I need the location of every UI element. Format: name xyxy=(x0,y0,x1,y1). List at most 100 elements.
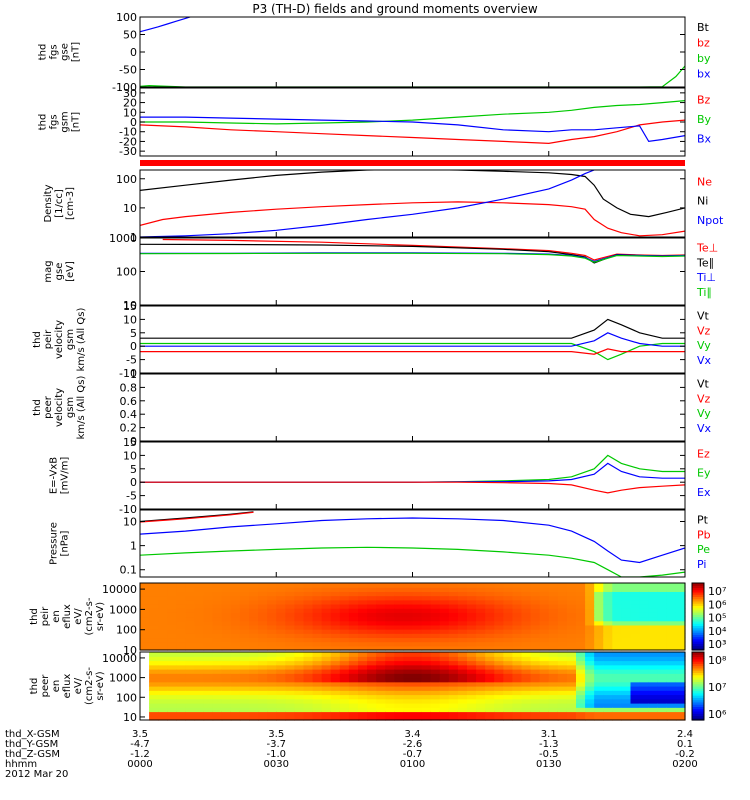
spectrogram-cell xyxy=(503,583,514,588)
spectrogram-cell xyxy=(249,645,259,651)
spectrogram-cell xyxy=(212,637,223,643)
series-pressure-Pb xyxy=(140,511,254,523)
spectrogram-cell xyxy=(412,641,423,647)
spectrogram-cell xyxy=(285,633,296,639)
spectrogram-cell xyxy=(421,599,432,605)
spectrogram-cell xyxy=(167,612,177,618)
spectrogram-cell xyxy=(358,620,368,626)
spectrogram-cell xyxy=(585,664,595,670)
spectrogram-cell xyxy=(221,599,232,605)
spectrogram-cell xyxy=(194,641,205,647)
spectrogram-cell xyxy=(158,660,168,666)
spectrogram-cell xyxy=(185,624,196,630)
spectrogram-cell xyxy=(585,686,595,691)
y-axis-label: gsm xyxy=(65,329,76,350)
spectrogram-cell xyxy=(494,681,504,687)
colorbar-cell xyxy=(692,699,704,703)
spectrogram-cell xyxy=(203,673,214,679)
spectrogram-cell xyxy=(476,612,486,618)
spectrogram-cell xyxy=(412,660,423,666)
spectrogram-cell xyxy=(276,677,286,683)
spectrogram-cell xyxy=(512,645,523,651)
spectrogram-cell xyxy=(239,587,250,592)
spectrogram-cell xyxy=(557,673,568,679)
spectrogram-cell xyxy=(521,690,532,696)
spectrogram-cell xyxy=(230,641,241,647)
spectrogram-cell xyxy=(330,587,341,592)
y-tick-label: 0 xyxy=(130,340,137,353)
spectrogram-cell xyxy=(657,616,668,622)
spectrogram-cell xyxy=(485,673,495,679)
spectrogram-cell xyxy=(639,599,650,605)
spectrogram-cell xyxy=(557,583,568,588)
spectrogram-cell xyxy=(530,652,541,657)
spectrogram-cell xyxy=(639,656,650,662)
spectrogram-cell xyxy=(294,703,305,708)
spectrogram-cell xyxy=(630,686,641,691)
colorbar-cell xyxy=(692,679,704,683)
spectrogram-cell xyxy=(503,645,514,651)
spectrogram-cell xyxy=(539,669,550,674)
spectrogram-cell xyxy=(149,612,159,618)
y-axis-label: velocity xyxy=(54,320,65,359)
spectrogram-cell xyxy=(630,660,641,666)
spectrogram-cell xyxy=(639,591,650,597)
spectrogram-cell xyxy=(430,698,441,704)
spectrogram-cell xyxy=(149,690,159,696)
x-tick-label: 0100 xyxy=(400,759,425,770)
spectrogram-cell xyxy=(512,690,523,696)
spectrogram-cell xyxy=(140,637,150,643)
spectrogram-cell xyxy=(385,698,395,704)
spectrogram-cell xyxy=(367,703,377,708)
colorbar-cell xyxy=(692,591,704,595)
spectrogram-cell xyxy=(149,703,159,708)
spectrogram-cell xyxy=(657,612,668,618)
spectrogram-cell xyxy=(339,711,350,717)
legend-By: By xyxy=(697,113,712,126)
colorbar-cell xyxy=(692,587,704,591)
spectrogram-cell xyxy=(339,673,350,679)
spectrogram-cell xyxy=(485,703,495,708)
spectrogram-cell xyxy=(494,715,504,721)
spectrogram-cell xyxy=(267,591,277,597)
spectrogram-cell xyxy=(512,677,523,683)
legend-Te∥: Te∥ xyxy=(696,256,714,269)
spectrogram-cell xyxy=(512,591,523,597)
colorbar-tick-label: 10⁵ xyxy=(708,612,726,625)
spectrogram-cell xyxy=(239,595,250,601)
spectrogram-cell xyxy=(439,660,450,666)
spectrogram-cell xyxy=(330,698,341,704)
spectrogram-cell xyxy=(521,673,532,679)
spectrogram-cell xyxy=(476,620,486,626)
colorbar-cell xyxy=(692,674,704,678)
spectrogram-cell xyxy=(675,711,686,717)
spectrogram-cell xyxy=(403,629,414,634)
spectrogram-cell xyxy=(330,608,341,613)
spectrogram-cell xyxy=(594,686,604,691)
spectrogram-cell xyxy=(294,656,305,662)
y-tick-label: 0 xyxy=(130,116,137,129)
spectrogram-cell xyxy=(612,637,623,643)
spectrogram-cell xyxy=(167,603,177,609)
spectrogram-cell xyxy=(212,652,223,657)
spectrogram-cell xyxy=(358,612,368,618)
spectrogram-cell xyxy=(212,612,223,618)
spectrogram-cell xyxy=(594,595,604,601)
spectrogram-cell xyxy=(457,660,468,666)
spectrogram-cell xyxy=(258,715,268,721)
spectrogram-cell xyxy=(467,612,477,618)
spectrogram-cell xyxy=(421,587,432,592)
spectrogram-cell xyxy=(612,677,623,683)
spectrogram-cell xyxy=(358,711,368,717)
spectrogram-cell xyxy=(140,612,150,618)
spectrogram-cell xyxy=(439,633,450,639)
spectrogram-cell xyxy=(603,645,613,651)
spectrogram-cell xyxy=(385,595,395,601)
x-tick-label: 3.5 xyxy=(268,729,284,740)
spectrogram-cell xyxy=(258,624,268,630)
spectrogram-cell xyxy=(221,637,232,643)
spectrogram-cell xyxy=(539,698,550,704)
spectrogram-cell xyxy=(430,715,441,721)
spectrogram-cell xyxy=(512,641,523,647)
spectrogram-cell xyxy=(666,686,677,691)
